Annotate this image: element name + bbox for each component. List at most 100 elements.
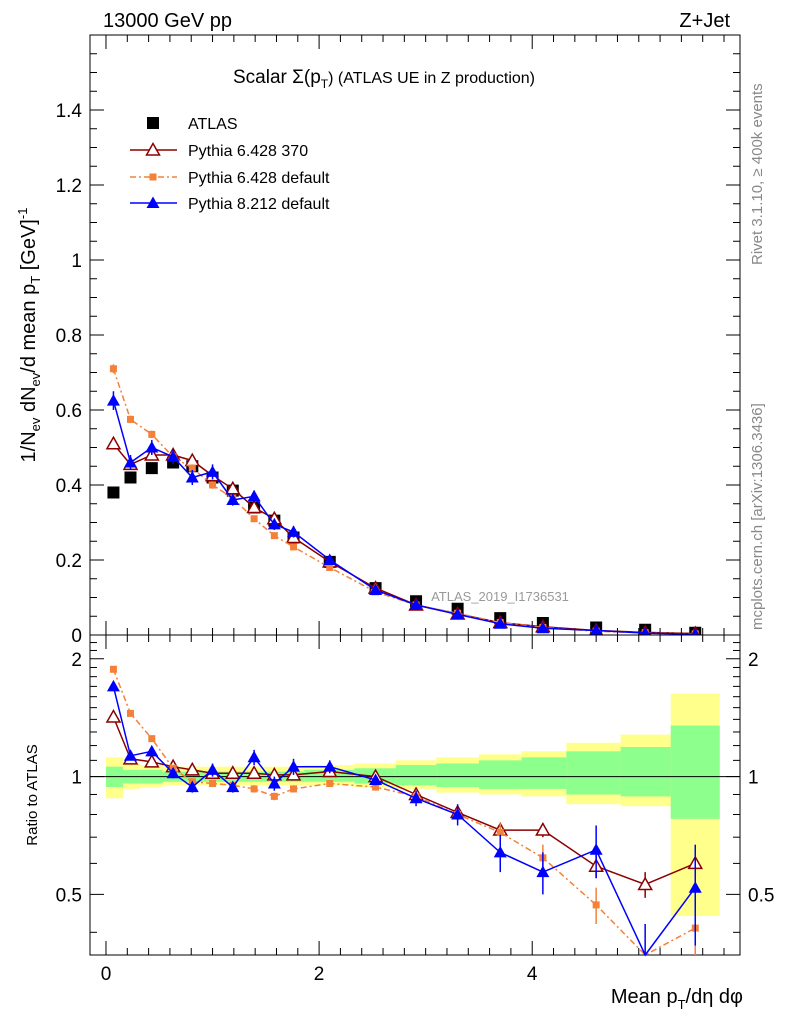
main-y-tick-label: 0.4 xyxy=(56,476,83,497)
ratio-band-green xyxy=(566,751,621,795)
point-pythia-8-212-default xyxy=(145,744,159,757)
point-atlas xyxy=(145,462,158,475)
ratio-band-green xyxy=(478,760,522,789)
x-tick-label: 4 xyxy=(527,964,538,985)
point-pythia-6-428-370 xyxy=(637,876,653,891)
main-y-tick-label: 0.6 xyxy=(56,401,82,422)
point-pythia-6-428-default xyxy=(270,532,278,540)
header-right-label: Z+Jet xyxy=(679,10,730,32)
point-pythia-8-212-default xyxy=(287,525,301,537)
legend-label-pythia8: Pythia 8.212 default xyxy=(188,196,330,213)
ratio-band-green xyxy=(620,747,671,797)
point-pythia-8-212-default xyxy=(287,760,301,772)
main-y-tick-label: 0.8 xyxy=(56,326,82,347)
point-pythia-6-428-default xyxy=(209,481,217,489)
point-pythia-6-428-370 xyxy=(246,499,262,514)
point-pythia-8-212-default xyxy=(451,807,465,820)
point-pythia-6-428-370 xyxy=(105,708,122,723)
ratio-y-tick-label-right: 1 xyxy=(748,768,759,789)
point-atlas xyxy=(124,471,137,484)
plot-title: Scalar Σ(pT) (ATLAS UE in Z production) xyxy=(233,67,535,91)
point-pythia-8-212-default xyxy=(226,780,240,793)
point-pythia-8-212-default xyxy=(106,394,120,406)
legend-marker-pythia8 xyxy=(146,196,160,208)
point-pythia-8-212-default xyxy=(409,598,423,610)
main-y-tick-label: 0 xyxy=(71,626,82,647)
point-pythia-6-428-default xyxy=(148,430,156,438)
ratio-band-green xyxy=(670,725,720,819)
point-pythia-6-428-370 xyxy=(225,765,241,779)
point-pythia-8-212-default xyxy=(166,766,180,779)
ratio-band-green xyxy=(395,765,437,786)
plot-title-sub: T xyxy=(321,77,329,91)
main-y-tick-label: 1.4 xyxy=(56,101,83,122)
plot-title-main: Scalar Σ(p xyxy=(233,67,321,88)
point-pythia-8-212-default xyxy=(123,749,137,761)
point-pythia-8-212-default xyxy=(106,679,120,692)
main-data-series xyxy=(105,364,704,640)
point-pythia-6-428-370 xyxy=(144,753,160,768)
point-pythia-8-212-default xyxy=(226,493,240,505)
legend-marker-atlas xyxy=(147,117,159,129)
analysis-watermark: ATLAS_2019_I1736531 xyxy=(431,589,569,604)
point-pythia-8-212-default xyxy=(267,517,281,530)
point-pythia-6-428-default xyxy=(188,464,196,472)
legend-label-pythia6-370: Pythia 6.428 370 xyxy=(188,143,308,160)
point-pythia-8-212-default xyxy=(589,624,603,636)
point-pythia-8-212-default xyxy=(493,617,507,629)
point-pythia-8-212-default xyxy=(451,607,465,620)
ratio-uncertainty-bands xyxy=(90,693,740,917)
point-pythia-6-428-370 xyxy=(105,435,122,450)
point-pythia-8-212-default xyxy=(247,750,261,763)
main-y-tick-label: 0.2 xyxy=(56,551,82,572)
point-pythia-8-212-default xyxy=(123,456,137,468)
point-pythia-8-212-default xyxy=(323,553,337,565)
point-pythia-8-212-default xyxy=(536,621,550,634)
point-pythia-6-428-default xyxy=(270,792,278,800)
point-pythia-8-212-default xyxy=(185,780,199,793)
point-pythia-8-212-default xyxy=(369,773,383,785)
point-pythia-6-428-default xyxy=(209,780,217,788)
point-pythia-8-212-default xyxy=(206,465,220,477)
point-atlas xyxy=(107,486,120,499)
point-pythia-6-428-default xyxy=(496,828,504,836)
ratio-y-tick-label: 2 xyxy=(71,650,82,671)
point-pythia-8-212-default xyxy=(688,881,702,893)
ratio-band-green xyxy=(436,763,479,788)
point-pythia-6-428-default xyxy=(126,709,134,717)
point-pythia-8-212-default xyxy=(323,760,337,772)
point-pythia-6-428-default xyxy=(326,564,334,571)
point-pythia-6-428-370 xyxy=(535,822,551,836)
point-pythia-6-428-default xyxy=(592,901,600,909)
point-pythia-6-428-default xyxy=(290,543,298,551)
ratio-y-tick-label: 0.5 xyxy=(56,885,82,906)
legend-label-pythia6-default: Pythia 6.428 default xyxy=(188,170,330,187)
legend: ATLAS Pythia 6.428 370 Pythia 6.428 defa… xyxy=(130,116,330,213)
main-y-ticks: 0 0.2 0.4 0.6 0.8 1 1.2 1.4 xyxy=(56,34,740,647)
point-pythia-8-212-default xyxy=(589,843,603,855)
point-pythia-6-428-370 xyxy=(184,761,201,776)
point-pythia-8-212-default xyxy=(145,441,159,453)
ratio-data-series xyxy=(105,665,704,957)
point-pythia-6-428-default xyxy=(109,665,117,673)
main-y-axis-label: 1/Nev dNev/d mean pT [GeV]-1 xyxy=(15,208,43,463)
point-pythia-8-212-default xyxy=(409,791,423,804)
x-tick-label: 2 xyxy=(314,964,325,985)
rivet-version-note: Rivet 3.1.10, ≥ 400k events xyxy=(749,83,766,265)
mcplots-note: mcplots.cern.ch [arXiv:1306.3436] xyxy=(749,403,766,630)
point-pythia-6-428-default xyxy=(148,735,156,743)
ratio-y-axis-label: Ratio to ATLAS xyxy=(24,744,41,845)
point-pythia-6-428-default xyxy=(326,780,334,788)
point-pythia-8-212-default xyxy=(185,471,199,483)
point-pythia-8-212-default xyxy=(493,845,507,858)
header-left-label: 13000 GeV pp xyxy=(103,10,232,32)
x-axis-label: Mean pT/dη dφ xyxy=(611,986,743,1012)
main-y-tick-label: 1 xyxy=(71,251,82,272)
ratio-panel: 0.5 0.5 1 1 2 2 0 2 4 xyxy=(56,634,774,985)
ratio-x-ticks: 0 2 4 xyxy=(101,635,725,985)
point-pythia-6-428-default xyxy=(109,365,117,373)
plot-title-tail: ) (ATLAS UE in Z production) xyxy=(328,70,535,87)
x-tick-label: 0 xyxy=(101,964,112,985)
legend-marker-pythia6-default xyxy=(149,173,157,181)
